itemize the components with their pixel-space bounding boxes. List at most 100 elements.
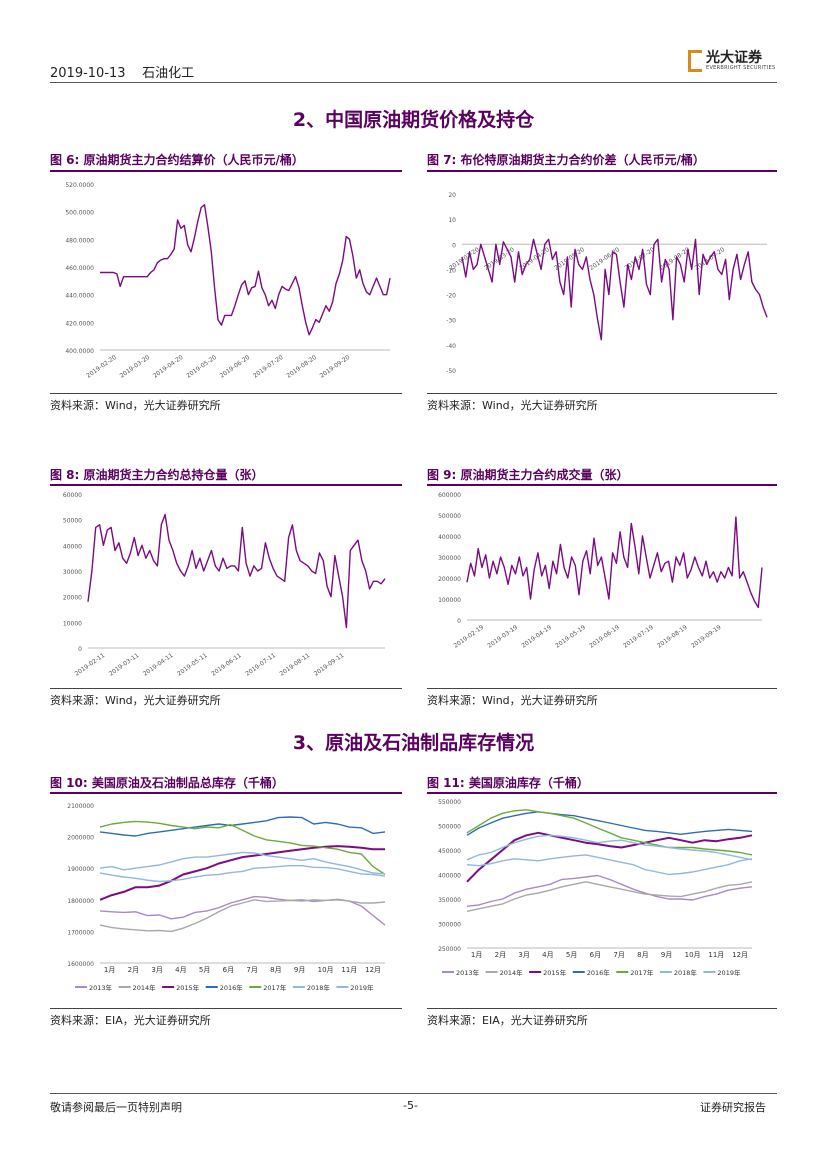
- series-line: [466, 874, 753, 907]
- x-tick-label: 2019-08-11: [279, 652, 312, 678]
- legend-label: 2017年: [630, 968, 654, 977]
- x-tick-label: 2月: [495, 951, 506, 959]
- y-tick-label: 30000: [63, 569, 82, 576]
- y-tick-label: 450000: [438, 848, 461, 855]
- y-tick-label: 50000: [63, 518, 82, 525]
- y-tick-label: 0: [457, 618, 461, 625]
- x-tick-label: 5月: [566, 951, 577, 959]
- y-tick-label: 200000: [438, 576, 461, 583]
- x-tick-label: 3月: [151, 966, 162, 974]
- y-tick-label: 480.0000: [65, 237, 94, 244]
- x-tick-label: 2019-04-20: [518, 246, 551, 272]
- report-date: 2019-10-13: [50, 66, 126, 81]
- series-line: [87, 513, 386, 629]
- figure-8-source: 资料来源：Wind，光大证券研究所: [50, 694, 221, 707]
- series-line: [100, 204, 391, 336]
- legend-label: 2013年: [456, 968, 480, 977]
- x-tick-label: 2019-07-11: [244, 652, 277, 678]
- x-tick-label: 7月: [246, 966, 257, 974]
- figure-7-source-rule: [427, 393, 777, 394]
- figure-7-title: 图 7: 布伦特原油期货主力合约价差（人民币元/桶）: [427, 153, 705, 167]
- figure-10-title: 图 10: 美国原油及石油制品总库存（千桶）: [50, 776, 284, 790]
- y-tick-label: 0: [78, 646, 82, 653]
- figure-8-source-rule: [50, 688, 402, 689]
- x-tick-label: 2019-06-11: [210, 652, 243, 678]
- section-title-2: 2、中国原油期货价格及持仓: [292, 109, 535, 131]
- figure-11-rule: [427, 792, 777, 794]
- y-tick-label: 250000: [438, 946, 461, 953]
- y-tick-label: 500000: [438, 824, 461, 831]
- legend-label: 2015年: [543, 968, 567, 977]
- x-tick-label: 2019-02-19: [453, 624, 486, 650]
- legend-label: 2014年: [500, 968, 524, 977]
- figure-10-source: 资料来源：EIA，光大证券研究所: [50, 1014, 211, 1027]
- x-tick-label: 11月: [341, 966, 357, 974]
- x-tick-label: 11月: [708, 951, 724, 959]
- section-title-3: 3、原油及石油制品库存情况: [292, 732, 535, 754]
- y-tick-label: -30: [446, 318, 456, 325]
- logo-mark-icon: [688, 50, 702, 72]
- y-tick-label: 40000: [63, 543, 82, 550]
- series-line: [99, 820, 386, 876]
- series-line: [466, 811, 753, 836]
- legend-label: 2019年: [350, 983, 374, 992]
- x-tick-label: 2019-03-19: [486, 624, 519, 650]
- figure-11-source: 资料来源：EIA，光大证券研究所: [427, 1014, 588, 1027]
- series-line: [466, 831, 753, 883]
- y-tick-label: 350000: [438, 897, 461, 904]
- y-tick-label: 10000: [63, 620, 82, 627]
- legend-label: 2018年: [674, 968, 698, 977]
- figure-8-rule: [50, 484, 402, 486]
- x-tick-label: 2019-02-20: [85, 354, 118, 380]
- y-tick-label: 20: [448, 192, 456, 199]
- footer-divider: [50, 1093, 777, 1094]
- x-tick-label: 2019-06-20: [588, 246, 621, 272]
- x-tick-label: 2019-08-20: [285, 354, 318, 380]
- x-tick-label: 2019-07-20: [252, 354, 285, 380]
- legend-label: 2019年: [717, 968, 741, 977]
- series-line: [461, 238, 768, 341]
- chart-figure-8: 0 10000 20000 30000 40000 50000 60000 2019-02-1…: [63, 492, 386, 678]
- y-tick-label: 10: [448, 217, 456, 224]
- y-tick-label: 600000: [438, 492, 461, 499]
- x-tick-label: 2019-06-19: [588, 624, 621, 650]
- legend-label: 2015年: [176, 983, 200, 992]
- y-tick-label: -10: [446, 267, 456, 274]
- series-line: [466, 809, 753, 856]
- chart-figure-6: 400.0000 420.0000 440.0000 460.0000 480.0000…: [65, 182, 391, 380]
- legend-label: 2017年: [263, 983, 287, 992]
- legend-label: 2016年: [220, 983, 244, 992]
- y-tick-label: -40: [446, 343, 456, 350]
- x-tick-label: 2019-04-20: [152, 354, 185, 380]
- y-tick-label: 400000: [438, 534, 461, 541]
- figure-7-rule: [427, 170, 777, 172]
- x-tick-label: 2019-07-19: [622, 624, 655, 650]
- x-tick-label: 12月: [732, 951, 748, 959]
- x-tick-label: 2019-03-20: [119, 354, 152, 380]
- y-tick-label: 400000: [438, 873, 461, 880]
- x-tick-label: 10月: [685, 951, 701, 959]
- y-tick-label: 1900000: [67, 866, 94, 873]
- x-tick-label: 9月: [294, 966, 305, 974]
- series-line: [99, 851, 386, 875]
- y-tick-label: 1600000: [67, 961, 94, 968]
- y-tick-label: 300000: [438, 555, 461, 562]
- logo-name: 光大证券: [706, 50, 762, 66]
- series-line: [99, 864, 386, 883]
- figure-10-rule: [50, 792, 402, 794]
- legend-label: 2013年: [89, 983, 113, 992]
- series-line: [99, 845, 385, 901]
- y-tick-label: 300000: [438, 922, 461, 929]
- logo-name-en: EVERBRIGHT SECURITIES: [706, 65, 776, 71]
- series-line: [466, 516, 763, 609]
- x-tick-label: 2019-05-19: [554, 624, 587, 650]
- x-tick-label: 2019-05-20: [185, 354, 218, 380]
- figure-9-source-rule: [427, 688, 777, 689]
- page-number: -5-: [403, 1099, 418, 1112]
- y-tick-label: 100000: [438, 597, 461, 604]
- x-tick-label: 2019-09-19: [690, 624, 723, 650]
- y-tick-label: -50: [446, 368, 456, 375]
- x-tick-label: 2019-04-11: [142, 652, 175, 678]
- y-tick-label: 520.0000: [65, 182, 94, 189]
- chart-figure-10: 1600000 1700000 1800000 1900000 2000000 21000…: [67, 803, 386, 992]
